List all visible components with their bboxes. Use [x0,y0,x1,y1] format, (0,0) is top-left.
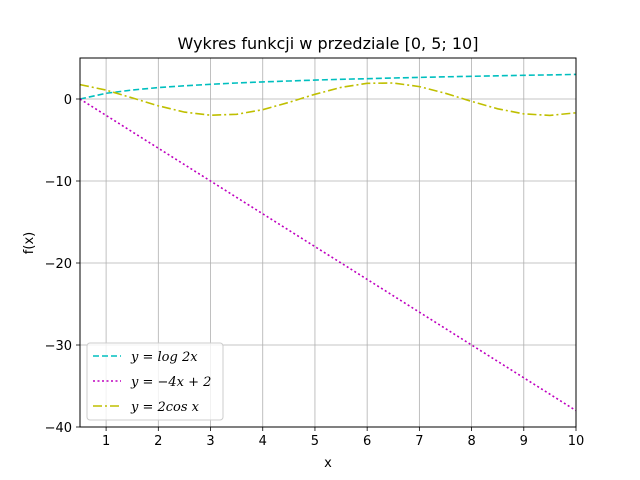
y-tick-label: −30 [45,339,72,354]
x-tick-label: 8 [467,434,475,449]
grid [80,58,577,428]
legend-label: y = log 2x [130,350,198,365]
series-line-1 [79,98,577,412]
legend-box [86,342,224,421]
x-tick-label: 5 [311,434,319,449]
y-axis-label: f(x) [22,232,37,254]
plot-frame [79,57,577,428]
x-axis-label: x [324,456,332,471]
chart-title: Wykres funkcji w przedziale [0, 5; 10] [178,34,479,53]
series-line-0 [79,73,577,100]
legend-label: y = −4x + 2 [130,375,211,390]
y-tick-label: 0 [64,93,72,108]
y-tick-label: −20 [45,257,72,272]
x-tick-label: 3 [206,434,214,449]
x-tick-label: 1 [102,434,110,449]
legend-label: y = 2cos x [130,400,200,415]
series-lines [79,73,577,412]
x-tick-label: 2 [154,434,162,449]
x-tick-label: 10 [568,434,585,449]
x-tick-label: 9 [520,434,528,449]
legend: y = log 2x y = −4x + 2 y = 2cos x [86,342,224,421]
x-tick-label: 7 [415,434,423,449]
ticks: 1 2 3 4 5 6 7 8 9 10 0 −10 −20 −30 −40 [45,93,585,449]
series-line-2 [79,82,577,117]
y-tick-label: −40 [45,421,72,436]
x-tick-label: 6 [363,434,371,449]
x-tick-label: 4 [259,434,267,449]
y-tick-label: −10 [45,175,72,190]
